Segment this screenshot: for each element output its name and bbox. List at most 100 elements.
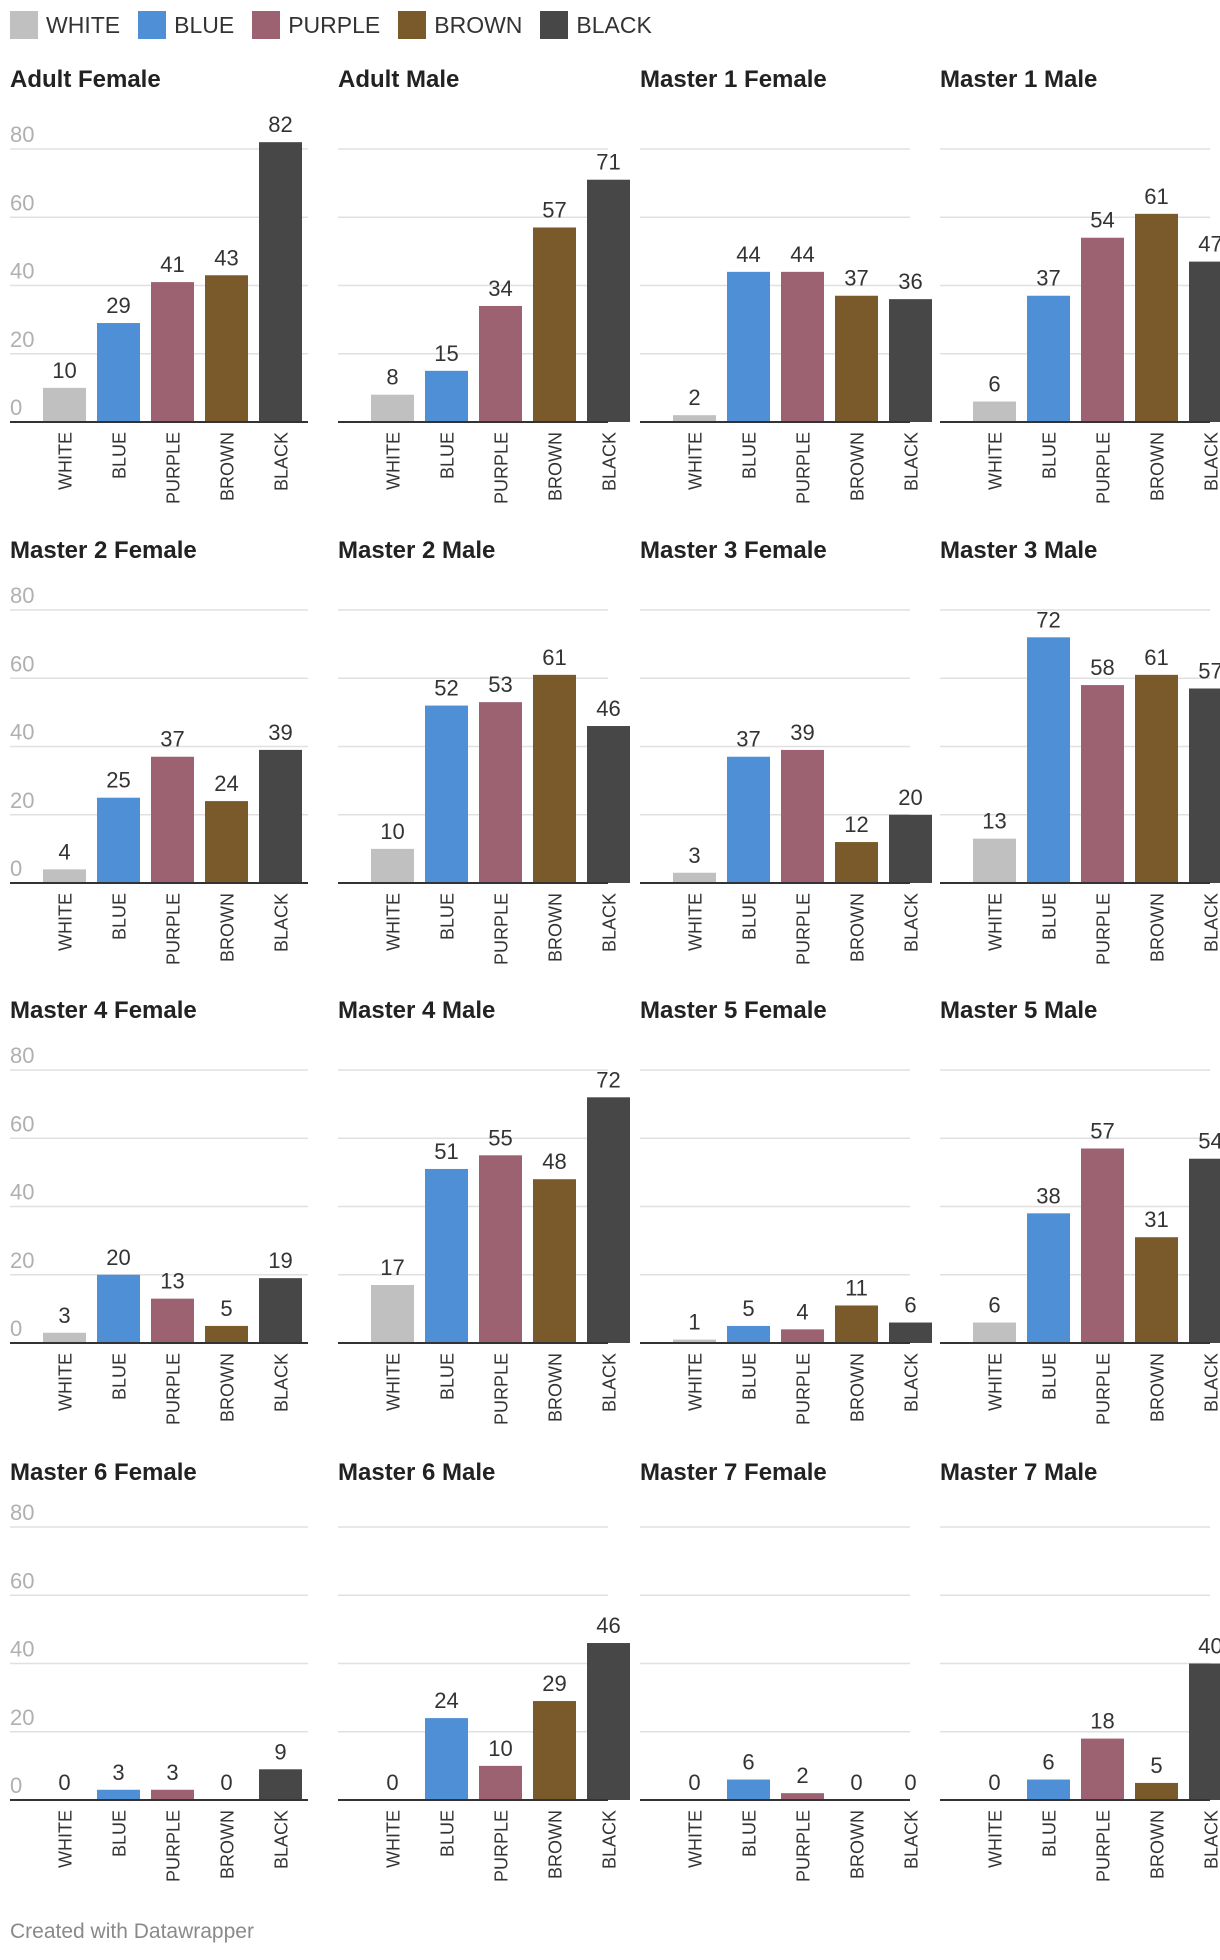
bar-value-label: 19: [268, 1248, 292, 1273]
x-tick-label: BROWN: [1148, 432, 1168, 501]
bar-value-label: 2: [688, 385, 700, 410]
bar-purple: [1081, 685, 1124, 883]
x-tick-label: BLUE: [438, 893, 458, 940]
bar-value-label: 54: [1090, 208, 1114, 233]
x-tick-label: WHITE: [986, 432, 1006, 490]
x-tick-label: BLUE: [438, 1353, 458, 1400]
chart-panel: Master 6 Male 0 WHITE 24 BLUE 10 PURPLE 29 BROWN…: [338, 1459, 630, 1882]
bar-purple: [151, 282, 194, 422]
bar-value-label: 0: [58, 1770, 70, 1795]
x-tick-label: BLUE: [1040, 1810, 1060, 1857]
bar-black: [259, 749, 302, 883]
chart-panel: Adult Male 8 WHITE 15 BLUE 34 PURPLE 57 BROWN 71 B…: [338, 66, 630, 504]
bar-blue: [727, 1325, 770, 1343]
x-tick-label: PURPLE: [1094, 893, 1114, 965]
y-tick-label: 20: [10, 788, 34, 813]
bar-brown: [533, 1701, 576, 1800]
x-tick-label: BLACK: [272, 1810, 292, 1869]
bar-value-label: 4: [796, 1299, 808, 1324]
x-tick-label: WHITE: [686, 432, 706, 490]
chart-panel: Master 4 Female 0 20 40 60 80 3 WHITE 20 BLUE 13 PU…: [10, 997, 308, 1425]
bar-blue: [727, 271, 770, 422]
panel-title: Master 7 Male: [940, 1459, 1097, 1486]
bar-value-label: 12: [844, 812, 868, 837]
chart-panel: Adult Female 0 20 40 60 80 10 WHITE 29 BLUE 41 PURP…: [10, 66, 308, 504]
bar-black: [259, 1769, 302, 1800]
bar-value-label: 57: [542, 197, 566, 222]
bar-value-label: 48: [542, 1149, 566, 1174]
bar-value-label: 72: [596, 1067, 620, 1092]
y-tick-label: 0: [10, 1316, 22, 1341]
y-tick-label: 40: [10, 720, 34, 745]
y-tick-label: 0: [10, 395, 22, 420]
x-tick-label: BROWN: [546, 432, 566, 501]
x-tick-label: PURPLE: [164, 1810, 184, 1882]
x-tick-label: BLACK: [272, 893, 292, 952]
bar-value-label: 3: [112, 1760, 124, 1785]
bar-value-label: 1: [688, 1310, 700, 1335]
legend-label: BLUE: [174, 11, 235, 38]
bar-blue: [727, 1779, 770, 1800]
x-tick-label: BROWN: [218, 432, 238, 501]
bar-value-label: 3: [58, 1303, 70, 1328]
bar-white: [43, 387, 86, 422]
legend-swatch: [10, 11, 38, 39]
bar-brown: [533, 1179, 576, 1343]
x-tick-label: PURPLE: [492, 893, 512, 965]
bar-blue: [425, 370, 468, 422]
y-tick-label: 20: [10, 1248, 34, 1273]
bar-black: [1189, 1158, 1220, 1343]
bar-blue: [1027, 1213, 1070, 1343]
y-tick-label: 0: [10, 856, 22, 881]
x-tick-label: WHITE: [384, 893, 404, 951]
x-tick-label: WHITE: [986, 893, 1006, 951]
legend-swatch: [138, 11, 167, 39]
bar-value-label: 8: [386, 365, 398, 390]
x-tick-label: PURPLE: [794, 1810, 814, 1882]
x-tick-label: BLUE: [110, 893, 130, 940]
x-tick-label: WHITE: [986, 1353, 1006, 1411]
bar-blue: [425, 1168, 468, 1343]
bar-value-label: 0: [386, 1770, 398, 1795]
bar-value-label: 3: [166, 1760, 178, 1785]
bar-value-label: 82: [268, 112, 292, 137]
legend-item-black: BLACK: [540, 11, 652, 39]
x-tick-label: BLUE: [438, 432, 458, 479]
bar-white: [371, 394, 414, 422]
y-tick-label: 80: [10, 122, 34, 147]
bar-brown: [835, 842, 878, 883]
x-tick-label: BLACK: [272, 432, 292, 491]
bar-purple: [1081, 1148, 1124, 1343]
bar-purple: [479, 702, 522, 883]
y-tick-label: 40: [10, 259, 34, 284]
bar-value-label: 20: [106, 1245, 130, 1270]
x-tick-label: WHITE: [56, 1353, 76, 1411]
x-tick-label: BLUE: [1040, 432, 1060, 479]
x-tick-label: BLUE: [1040, 1353, 1060, 1400]
bar-purple: [1081, 1738, 1124, 1800]
bar-value-label: 55: [488, 1125, 512, 1150]
bar-value-label: 51: [434, 1139, 458, 1164]
x-tick-label: WHITE: [686, 893, 706, 951]
bar-purple: [781, 1793, 824, 1800]
bar-black: [889, 814, 932, 883]
bar-value-label: 43: [214, 245, 238, 270]
x-tick-label: WHITE: [686, 1810, 706, 1868]
legend-item-brown: BROWN: [398, 11, 522, 39]
bar-value-label: 54: [1198, 1129, 1220, 1154]
panel-title: Master 5 Male: [940, 997, 1097, 1024]
bar-brown: [205, 1325, 248, 1343]
bar-brown: [1135, 1237, 1178, 1343]
bar-value-label: 0: [988, 1770, 1000, 1795]
bar-value-label: 44: [790, 242, 814, 267]
bar-purple: [1081, 237, 1124, 422]
bar-value-label: 13: [160, 1269, 184, 1294]
x-tick-label: WHITE: [384, 1810, 404, 1868]
bar-value-label: 46: [596, 1613, 620, 1638]
bar-blue: [97, 797, 140, 883]
bar-value-label: 29: [106, 293, 130, 318]
x-tick-label: PURPLE: [164, 893, 184, 965]
x-tick-label: WHITE: [686, 1353, 706, 1411]
x-tick-label: BLACK: [600, 432, 620, 491]
